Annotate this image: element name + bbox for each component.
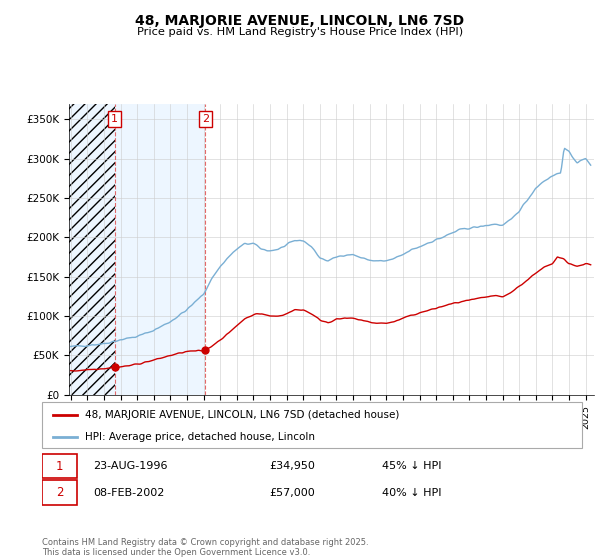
Text: 48, MARJORIE AVENUE, LINCOLN, LN6 7SD: 48, MARJORIE AVENUE, LINCOLN, LN6 7SD (136, 14, 464, 28)
Text: 2: 2 (202, 114, 209, 124)
Text: 08-FEB-2002: 08-FEB-2002 (94, 488, 164, 497)
Text: Contains HM Land Registry data © Crown copyright and database right 2025.
This d: Contains HM Land Registry data © Crown c… (42, 538, 368, 557)
Text: 23-AUG-1996: 23-AUG-1996 (94, 461, 168, 471)
Text: 48, MARJORIE AVENUE, LINCOLN, LN6 7SD (detached house): 48, MARJORIE AVENUE, LINCOLN, LN6 7SD (d… (85, 410, 400, 420)
Bar (69, 104, 115, 395)
Text: 1: 1 (56, 460, 64, 473)
Bar (42, 454, 77, 478)
Bar (115, 104, 205, 395)
Text: £34,950: £34,950 (269, 461, 314, 471)
Text: 40% ↓ HPI: 40% ↓ HPI (382, 488, 442, 497)
Text: 2: 2 (56, 486, 64, 499)
Text: HPI: Average price, detached house, Lincoln: HPI: Average price, detached house, Linc… (85, 432, 315, 441)
Text: £57,000: £57,000 (269, 488, 314, 497)
Text: Price paid vs. HM Land Registry's House Price Index (HPI): Price paid vs. HM Land Registry's House … (137, 27, 463, 37)
Bar (42, 480, 77, 505)
Text: 45% ↓ HPI: 45% ↓ HPI (382, 461, 442, 471)
Text: 1: 1 (111, 114, 118, 124)
